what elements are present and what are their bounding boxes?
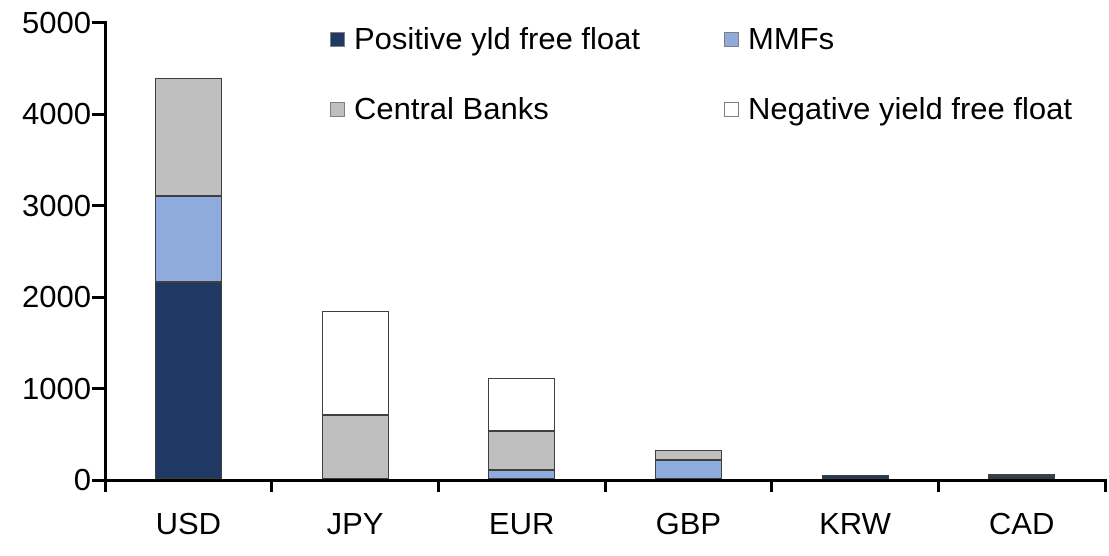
x-axis-label-gbp: GBP	[655, 506, 722, 541]
bar-gbp-segment-central-banks	[654, 449, 722, 460]
bar-jpy	[321, 310, 389, 479]
legend-swatch-positive-yld-free-float	[330, 31, 345, 47]
bar-cad-segment-central-banks	[988, 473, 1056, 476]
x-tick-1	[270, 480, 274, 492]
y-axis-label-0: 0	[73, 462, 91, 497]
y-axis-label-4000: 4000	[22, 96, 91, 132]
bar-jpy-segment-central-banks	[321, 414, 389, 479]
x-axis-label-jpy: JPY	[326, 506, 384, 541]
x-axis-label-cad: CAD	[988, 506, 1055, 541]
y-axis-label-3000: 3000	[22, 187, 91, 223]
legend-item-mmfs: MMFs	[724, 21, 834, 57]
legend-item-positive-yld-free-float: Positive yld free float	[330, 21, 640, 57]
bar-jpy-segment-negative-yield-free-float	[321, 310, 389, 415]
bar-gbp	[654, 449, 722, 479]
legend-label-central-banks: Central Banks	[354, 91, 549, 126]
bar-eur	[488, 377, 556, 479]
y-tick-0	[92, 478, 105, 482]
y-axis-line	[103, 21, 107, 482]
bar-eur-segment-mmfs	[488, 469, 556, 479]
bar-usd-segment-positive-yld-free-float	[154, 282, 222, 479]
bar-eur-segment-negative-yield-free-float	[488, 377, 556, 431]
legend-label-positive-yld-free-float: Positive yld free float	[354, 21, 641, 56]
bar-krw-segment-positive-yld-free-float	[821, 475, 889, 479]
x-tick-4	[770, 480, 774, 492]
x-axis-label-usd: USD	[155, 506, 222, 541]
bar-krw	[821, 475, 889, 479]
x-axis-label-krw: KRW	[819, 506, 891, 541]
y-tick-5000	[92, 21, 105, 25]
x-tick-0	[103, 480, 107, 492]
bar-gbp-segment-mmfs	[654, 459, 722, 479]
y-axis-label-2000: 2000	[22, 279, 91, 315]
y-tick-4000	[92, 112, 105, 116]
legend-swatch-mmfs	[724, 31, 739, 47]
x-tick-2	[436, 480, 440, 492]
bar-usd-segment-mmfs	[154, 195, 222, 283]
legend-swatch-central-banks	[330, 101, 345, 117]
y-tick-3000	[92, 204, 105, 208]
legend-label-negative-yield-free-float: Negative yield free float	[748, 91, 1072, 126]
x-tick-5	[936, 480, 940, 492]
y-axis-label-1000: 1000	[22, 370, 91, 406]
bar-usd	[154, 78, 222, 479]
legend-item-central-banks: Central Banks	[330, 91, 549, 127]
legend-swatch-negative-yield-free-float	[724, 101, 739, 117]
y-tick-1000	[92, 387, 105, 391]
y-axis-label-5000: 5000	[22, 4, 91, 40]
x-tick-3	[603, 480, 607, 492]
bar-eur-segment-central-banks	[488, 430, 556, 470]
legend-label-mmfs: MMFs	[748, 21, 835, 56]
legend-item-negative-yield-free-float: Negative yield free float	[724, 91, 1072, 127]
y-tick-2000	[92, 295, 105, 299]
bar-cad-segment-positive-yld-free-float	[988, 475, 1056, 479]
bar-usd-segment-central-banks	[154, 78, 222, 196]
x-tick-6	[1103, 480, 1107, 492]
x-axis-label-eur: EUR	[488, 506, 555, 541]
bar-cad	[988, 473, 1056, 479]
